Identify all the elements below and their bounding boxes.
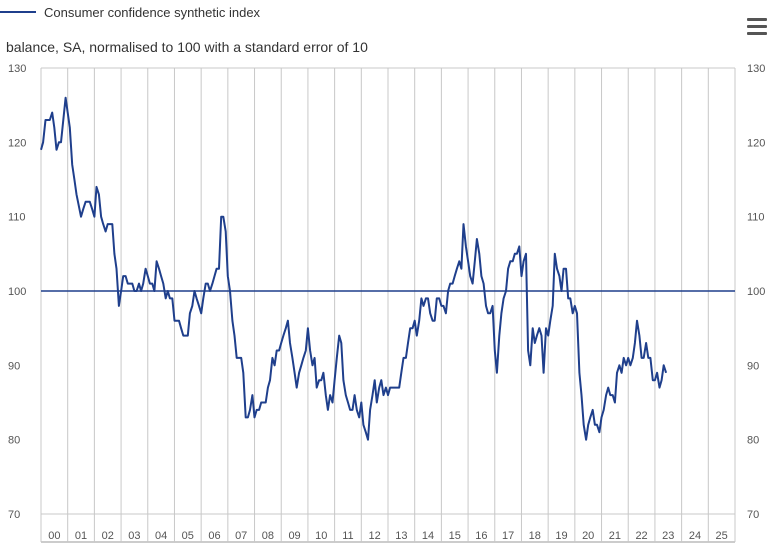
x-tick-label: 20 <box>582 530 594 542</box>
x-tick-label: 24 <box>689 530 701 542</box>
x-tick-label: 14 <box>422 530 434 542</box>
x-tick-label: 02 <box>102 530 114 542</box>
x-tick-label: 01 <box>75 530 87 542</box>
y-tick-label-right: 130 <box>747 63 765 75</box>
y-tick-label-right: 90 <box>747 360 759 372</box>
x-tick-label: 08 <box>262 530 274 542</box>
x-tick-label: 06 <box>208 530 220 542</box>
legend[interactable]: Consumer confidence synthetic index <box>0 2 260 22</box>
series-lines <box>40 96 735 441</box>
y-tick-label-right: 100 <box>747 286 765 298</box>
x-tick-label: 13 <box>395 530 407 542</box>
x-tick-label: 00 <box>48 530 60 542</box>
x-tick-label: 05 <box>182 530 194 542</box>
x-tick-label: 19 <box>555 530 567 542</box>
y-tick-label-left: 130 <box>8 63 26 75</box>
x-tick-label: 07 <box>235 530 247 542</box>
x-tick-label: 16 <box>475 530 487 542</box>
x-tick-label: 03 <box>128 530 140 542</box>
y-tick-label-left: 80 <box>8 435 20 447</box>
series-line-consumer-confidence <box>40 96 668 441</box>
y-tick-labels: 70 70 80 80 90 90 100 100 110 110 120 120 130 130 <box>8 63 765 521</box>
y-tick-label-left: 110 <box>8 212 26 224</box>
y-tick-label-left: 120 <box>8 137 26 149</box>
hamburger-menu-icon[interactable] <box>747 18 767 36</box>
legend-label: Consumer confidence synthetic index <box>44 4 261 20</box>
x-tick-label: 15 <box>449 530 461 542</box>
x-tick-label: 11 <box>342 530 353 542</box>
x-tick-label: 25 <box>716 530 728 542</box>
x-tick-label: 22 <box>635 530 647 542</box>
y-tick-label-right: 70 <box>747 509 759 521</box>
y-tick-label-left: 90 <box>8 360 20 372</box>
x-tick-label: 18 <box>529 530 541 542</box>
x-tick-label: 09 <box>288 530 300 542</box>
x-tick-label: 12 <box>369 530 381 542</box>
x-tick-label: 21 <box>609 530 621 542</box>
y-tick-label-right: 80 <box>747 435 759 447</box>
chart-subtitle: balance, SA, normalised to 100 with a st… <box>6 39 368 55</box>
x-tick-label: 04 <box>155 530 167 542</box>
grid-lines <box>40 67 736 543</box>
x-tick-labels: 00 01 02 03 04 05 06 07 08 09 10 11 12 13 14 15 16 17 18 19… <box>48 530 728 542</box>
x-tick-label: 10 <box>315 530 327 542</box>
y-tick-label-left: 100 <box>8 286 26 298</box>
legend-line-swatch <box>0 11 36 13</box>
y-tick-label-right: 120 <box>747 137 765 149</box>
y-tick-label-left: 70 <box>8 509 20 521</box>
x-tick-label: 23 <box>662 530 674 542</box>
y-tick-label-right: 110 <box>747 212 765 224</box>
x-tick-label: 17 <box>502 530 514 542</box>
